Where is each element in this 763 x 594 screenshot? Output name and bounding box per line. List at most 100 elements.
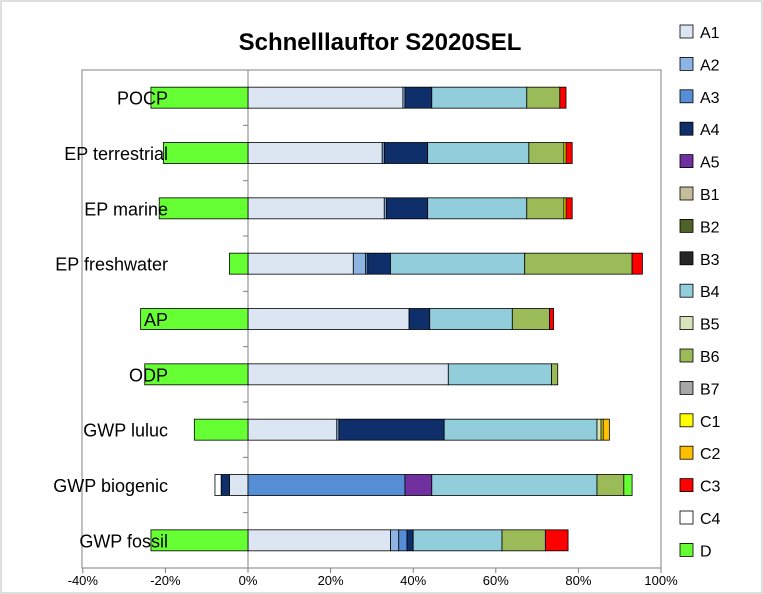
bar-group: [214, 474, 633, 496]
bar-segment-c3: [544, 529, 569, 552]
bar-segment-c4: [214, 474, 222, 496]
bar-group: [140, 308, 555, 330]
bar-segment-a5: [404, 474, 433, 496]
legend-label: B2: [700, 219, 720, 236]
x-tick-label: 0%: [239, 573, 258, 588]
bar-segment-a1: [247, 418, 338, 441]
legend-label: B5: [700, 317, 720, 334]
bar-segment-a4: [338, 418, 445, 441]
bar-segment-a4: [220, 474, 230, 496]
bar-segment-d: [229, 252, 249, 275]
legend-label: B3: [700, 252, 720, 269]
x-tick-label: -40%: [68, 573, 99, 588]
bar-segment-a1: [247, 529, 391, 552]
bar-segment-b4: [390, 252, 526, 275]
legend-swatch-c3: [679, 478, 694, 493]
category-label: AP: [144, 310, 168, 330]
legend-label: B1: [700, 187, 720, 204]
legend-label: A5: [700, 155, 720, 172]
bar-segment-b4: [443, 418, 598, 441]
bar-segment-a2: [352, 252, 367, 275]
bar-segment-d: [193, 418, 249, 441]
bar-segment-d: [150, 86, 249, 109]
x-tick-label: 80%: [565, 573, 591, 588]
bar-segment-a1: [247, 363, 449, 386]
legend-label: C4: [700, 511, 721, 528]
legend-swatch-c2: [679, 445, 694, 460]
category-labels: GWP fossil GWP biogenic GWP luluc ODP AP EP f…: [53, 89, 168, 552]
legend-swatch-a4: [679, 121, 694, 136]
bar-segment-b4: [427, 142, 530, 164]
category-label: GWP luluc: [83, 421, 168, 441]
x-tick-label: 100%: [644, 573, 678, 588]
bar-segment-a4: [367, 252, 391, 275]
bar-segment-a1: [247, 308, 410, 330]
bar-segment-a4: [406, 529, 414, 552]
bar-segment-b6: [524, 252, 633, 275]
bar-group: [229, 252, 643, 275]
bar-group: [150, 86, 567, 109]
legend-swatch-a3: [679, 89, 694, 104]
bar-segment-b4: [412, 529, 503, 552]
legend-swatch-b3: [679, 251, 694, 266]
bar-segment-b4: [429, 308, 513, 330]
legend-label: C1: [700, 414, 721, 431]
bar-segment-c3: [565, 197, 573, 220]
bar-segment-a1: [247, 142, 383, 164]
legend-label: A3: [700, 90, 720, 107]
category-label: EP marine: [84, 199, 168, 219]
bar-segment-c3: [559, 86, 567, 109]
chart-title: Schnelllauftor S2020SEL: [239, 29, 522, 56]
bar-segment-b4: [431, 474, 598, 496]
bar-segment-b4: [447, 363, 552, 386]
x-tick-label: 40%: [400, 573, 426, 588]
legend-label: A4: [700, 122, 720, 139]
legend-label: C3: [700, 479, 721, 496]
category-label: EP terrestrial: [64, 144, 168, 164]
plot-area-border: [81, 69, 662, 569]
bar-segment-a1: [247, 252, 354, 275]
bar-segment-b4: [427, 197, 528, 220]
bar-segment-a4: [383, 142, 429, 164]
category-label: ODP: [129, 365, 168, 385]
legend-swatch-b7: [679, 380, 694, 395]
legend-label: C2: [700, 446, 721, 463]
legend-swatch-a2: [679, 57, 694, 71]
bar-segment-b6: [511, 308, 550, 330]
bar-segment-a3: [398, 529, 408, 552]
bar-segment-b6: [551, 363, 559, 386]
legend-label: A2: [700, 57, 720, 74]
bar-segment-b6: [526, 86, 561, 109]
legend-swatch-b1: [679, 186, 694, 201]
bar-segment-a1: [247, 86, 404, 109]
bar-segment-c2: [602, 418, 610, 441]
bar-segment-b4: [431, 86, 528, 109]
bar-group: [162, 142, 573, 164]
x-tick-label: -20%: [150, 573, 181, 588]
bar-segment-b6: [596, 474, 625, 496]
bar-segment-d: [150, 529, 249, 552]
bar-segment-c3: [631, 252, 643, 275]
legend-swatch-b6: [679, 348, 694, 363]
category-label: GWP fossil: [79, 531, 168, 551]
x-tick-label: 20%: [318, 573, 344, 588]
bar-group: [144, 363, 559, 386]
bar-segment-a4: [408, 308, 431, 330]
bar-segment-a3: [247, 474, 406, 496]
legend-label: B4: [700, 284, 720, 301]
bar-segment-c3: [565, 142, 573, 164]
legend-label: B6: [700, 349, 720, 366]
bar-segment-b5: [596, 418, 602, 441]
legend-swatch-c1: [679, 413, 694, 428]
legend-swatch-d: [679, 543, 694, 557]
legend-swatch-b2: [679, 218, 694, 233]
bar-group: [158, 197, 573, 220]
bar-segment-a1: [229, 474, 249, 496]
x-tick-label: 60%: [483, 573, 509, 588]
category-label: GWP biogenic: [53, 476, 168, 496]
bar-segment-c3: [549, 308, 555, 330]
legend-label: A1: [700, 25, 720, 42]
bar-segment-a4: [385, 197, 429, 220]
bar-segment-d: [162, 142, 249, 164]
plot-area: [81, 69, 662, 569]
